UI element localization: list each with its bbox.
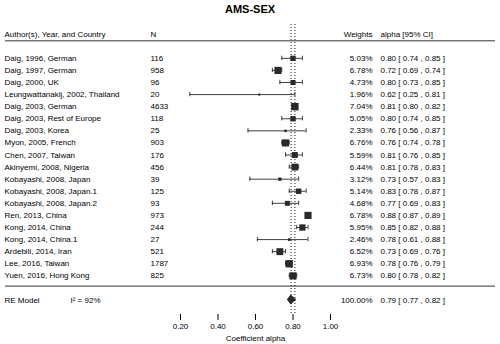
- svg-text:Coefficient alpha: Coefficient alpha: [226, 334, 286, 343]
- svg-text:2.46%: 2.46%: [350, 235, 373, 244]
- svg-text:0.80 [ 0.78 , 0.82 ]: 0.80 [ 0.78 , 0.82 ]: [381, 271, 446, 280]
- svg-text:125: 125: [151, 187, 165, 196]
- svg-text:7.04%: 7.04%: [350, 102, 373, 111]
- svg-text:825: 825: [151, 271, 165, 280]
- svg-text:0.80 [ 0.74 , 0.85 ]: 0.80 [ 0.74 , 0.85 ]: [381, 114, 446, 123]
- svg-text:Kobayashi, 2008, Japan: Kobayashi, 2008, Japan: [5, 175, 91, 184]
- svg-text:0.79 [ 0.77 , 0.82 ]: 0.79 [ 0.77 , 0.82 ]: [381, 296, 446, 305]
- svg-text:96: 96: [151, 78, 160, 87]
- svg-text:176: 176: [151, 151, 165, 160]
- svg-text:0.80 [ 0.73 , 0.85 ]: 0.80 [ 0.73 , 0.85 ]: [381, 78, 446, 87]
- svg-text:0.81 [ 0.76 , 0.85 ]: 0.81 [ 0.76 , 0.85 ]: [381, 151, 446, 160]
- svg-text:Yuen, 2016, Hong Kong: Yuen, 2016, Hong Kong: [5, 271, 90, 280]
- svg-text:Ren, 2013, China: Ren, 2013, China: [5, 211, 68, 220]
- svg-text:0.76 [ 0.74 , 0.78 ]: 0.76 [ 0.74 , 0.78 ]: [381, 138, 446, 147]
- svg-text:6.52%: 6.52%: [350, 247, 373, 256]
- svg-text:0.73 [ 0.57 , 0.83 ]: 0.73 [ 0.57 , 0.83 ]: [381, 175, 446, 184]
- svg-text:Kobayashi, 2008, Japan.2: Kobayashi, 2008, Japan.2: [5, 199, 98, 208]
- svg-text:Author(s), Year, and Country: Author(s), Year, and Country: [5, 30, 106, 39]
- svg-text:0.60: 0.60: [248, 322, 264, 331]
- svg-text:903: 903: [151, 138, 165, 147]
- svg-text:116: 116: [151, 54, 164, 63]
- svg-text:3.12%: 3.12%: [350, 175, 373, 184]
- svg-text:6.76%: 6.76%: [350, 138, 373, 147]
- svg-text:alpha [95% CI]: alpha [95% CI]: [381, 30, 433, 39]
- svg-text:5.95%: 5.95%: [350, 223, 373, 232]
- svg-text:0.85 [ 0.82 , 0.88 ]: 0.85 [ 0.82 , 0.88 ]: [381, 223, 446, 232]
- svg-text:0.80: 0.80: [285, 322, 301, 331]
- svg-text:Ardebili, 2014, Iran: Ardebili, 2014, Iran: [5, 247, 72, 256]
- svg-text:100.00%: 100.00%: [341, 296, 373, 305]
- svg-text:0.83 [ 0.78 , 0.87 ]: 0.83 [ 0.78 , 0.87 ]: [381, 187, 446, 196]
- svg-text:6.78%: 6.78%: [350, 211, 373, 220]
- svg-text:1.00: 1.00: [323, 322, 339, 331]
- svg-text:456: 456: [151, 163, 165, 172]
- svg-text:6.73%: 6.73%: [350, 271, 373, 280]
- svg-text:1787: 1787: [151, 259, 169, 268]
- svg-text:0.88 [ 0.87 , 0.89 ]: 0.88 [ 0.87 , 0.89 ]: [381, 211, 446, 220]
- svg-text:Daig, 1997, German: Daig, 1997, German: [5, 66, 77, 75]
- svg-text:93: 93: [151, 199, 160, 208]
- svg-text:0.81 [ 0.80 , 0.82 ]: 0.81 [ 0.80 , 0.82 ]: [381, 102, 446, 111]
- svg-text:0.78 [ 0.76 , 0.79 ]: 0.78 [ 0.76 , 0.79 ]: [381, 259, 446, 268]
- svg-text:Kobayashi, 2008, Japan.1: Kobayashi, 2008, Japan.1: [5, 187, 98, 196]
- svg-text:Daig, 2003, Rest of Europe: Daig, 2003, Rest of Europe: [5, 114, 102, 123]
- svg-text:6.44%: 6.44%: [350, 163, 373, 172]
- svg-text:5.14%: 5.14%: [350, 187, 373, 196]
- svg-text:RE Model: RE Model: [5, 296, 40, 305]
- svg-text:6.93%: 6.93%: [350, 259, 373, 268]
- svg-text:Akinyemi, 2008, Nigeria: Akinyemi, 2008, Nigeria: [5, 163, 90, 172]
- svg-text:1.96%: 1.96%: [350, 90, 373, 99]
- svg-text:Kong, 2014, China: Kong, 2014, China: [5, 223, 72, 232]
- svg-text:244: 244: [151, 223, 165, 232]
- svg-text:0.40: 0.40: [210, 322, 226, 331]
- svg-text:I² = 92%: I² = 92%: [71, 296, 101, 305]
- html-text:AMS-SEX: AMS-SEX: [224, 3, 276, 15]
- svg-text:0.76 [ 0.56 , 0.87 ]: 0.76 [ 0.56 , 0.87 ]: [381, 126, 446, 135]
- svg-text:0.72 [ 0.69 , 0.74 ]: 0.72 [ 0.69 , 0.74 ]: [381, 66, 446, 75]
- svg-text:958: 958: [151, 66, 165, 75]
- svg-text:Leungwattanakij, 2002, Thailan: Leungwattanakij, 2002, Thailand: [5, 90, 120, 99]
- svg-text:521: 521: [151, 247, 165, 256]
- svg-text:0.78 [ 0.61 , 0.88 ]: 0.78 [ 0.61 , 0.88 ]: [381, 235, 446, 244]
- svg-text:4.68%: 4.68%: [350, 199, 373, 208]
- svg-text:Kong, 2014, China.1: Kong, 2014, China.1: [5, 235, 78, 244]
- svg-text:0.62 [ 0.25 , 0.81 ]: 0.62 [ 0.25 , 0.81 ]: [381, 90, 446, 99]
- svg-text:Daig, 2003, Korea: Daig, 2003, Korea: [5, 126, 70, 135]
- svg-text:25: 25: [151, 126, 160, 135]
- svg-text:0.20: 0.20: [173, 322, 189, 331]
- svg-text:Weights: Weights: [344, 30, 373, 39]
- svg-text:Chen, 2007, Taiwan: Chen, 2007, Taiwan: [5, 151, 76, 160]
- svg-text:5.05%: 5.05%: [350, 114, 373, 123]
- svg-text:Lee, 2016, Taiwan: Lee, 2016, Taiwan: [5, 259, 70, 268]
- svg-text:Daig, 2003, German: Daig, 2003, German: [5, 102, 77, 111]
- svg-text:6.78%: 6.78%: [350, 66, 373, 75]
- svg-text:118: 118: [151, 114, 164, 123]
- svg-text:4.73%: 4.73%: [350, 78, 373, 87]
- svg-text:0.77 [ 0.69 , 0.83 ]: 0.77 [ 0.69 , 0.83 ]: [381, 199, 446, 208]
- svg-text:5.59%: 5.59%: [350, 151, 373, 160]
- svg-text:2.33%: 2.33%: [350, 126, 373, 135]
- svg-text:0.73 [ 0.69 , 0.76 ]: 0.73 [ 0.69 , 0.76 ]: [381, 247, 446, 256]
- svg-text:N: N: [151, 30, 157, 39]
- svg-text:27: 27: [151, 235, 160, 244]
- svg-text:5.03%: 5.03%: [350, 54, 373, 63]
- svg-text:Daig, 2000, UK: Daig, 2000, UK: [5, 78, 60, 87]
- svg-text:Daig, 1996, German: Daig, 1996, German: [5, 54, 77, 63]
- svg-text:20: 20: [151, 90, 160, 99]
- svg-text:4633: 4633: [151, 102, 169, 111]
- svg-text:Myon, 2005, French: Myon, 2005, French: [5, 138, 76, 147]
- svg-text:973: 973: [151, 211, 165, 220]
- svg-text:0.81 [ 0.78 , 0.83 ]: 0.81 [ 0.78 , 0.83 ]: [381, 163, 446, 172]
- svg-text:39: 39: [151, 175, 160, 184]
- svg-text:0.80 [ 0.74 , 0.85 ]: 0.80 [ 0.74 , 0.85 ]: [381, 54, 446, 63]
